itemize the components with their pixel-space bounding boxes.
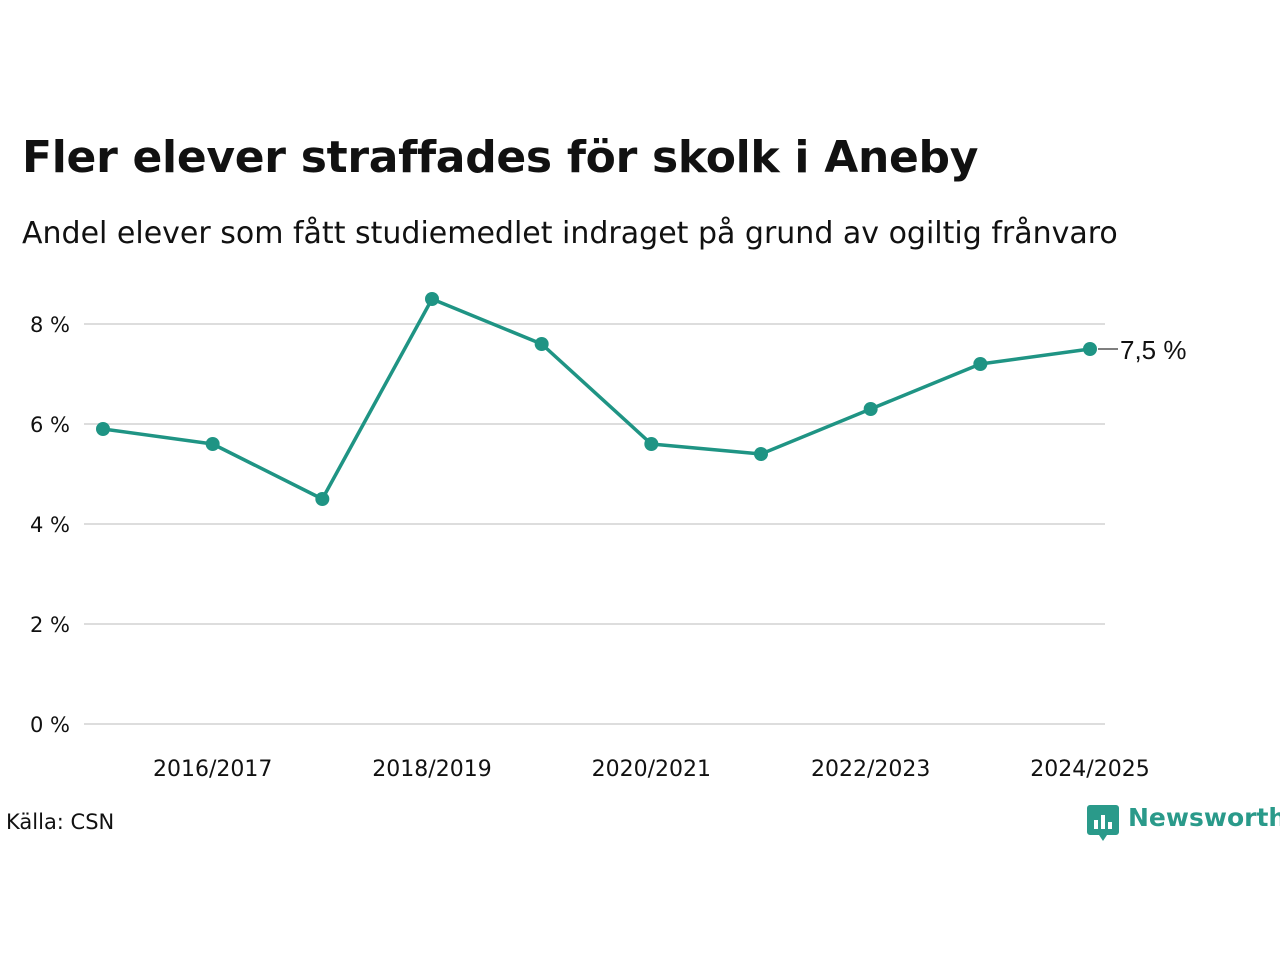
end-label-layer: 7,5 %: [1098, 335, 1187, 365]
data-point: [96, 422, 110, 436]
y-axis-tick-labels: 0 % 2 % 4 % 6 % 8 %: [30, 313, 70, 737]
x-tick-label: 2022/2023: [811, 757, 930, 782]
end-value-label: 7,5 %: [1120, 335, 1187, 365]
series-points: [96, 292, 1097, 506]
data-point: [205, 437, 220, 451]
series-line-layer: [102, 297, 1091, 501]
data-point: [534, 337, 549, 351]
x-tick-label: 2020/2021: [592, 757, 711, 782]
data-point: [315, 492, 330, 506]
data-point: [644, 437, 659, 451]
chart-title: Fler elever straffades för skolk i Aneby: [22, 132, 979, 183]
data-point: [425, 292, 439, 306]
x-tick-label: 2024/2025: [1030, 757, 1149, 782]
y-tick-label: 6 %: [30, 413, 70, 437]
x-axis-tick-labels: 2016/2017 2018/2019 2020/2021 2022/2023 2024…: [153, 757, 1150, 782]
chart-subtitle: Andel elever som fått studiemedlet indra…: [22, 216, 1118, 251]
source-note: Källa: CSN: [6, 810, 115, 834]
brand-name: Newsworthy: [1128, 803, 1280, 832]
data-point: [754, 447, 768, 461]
series-line: [102, 297, 1091, 501]
x-tick-label: 2016/2017: [153, 757, 272, 782]
data-point: [1083, 342, 1097, 356]
newsworthy-logo-icon: [1087, 805, 1119, 841]
y-tick-label: 8 %: [30, 313, 70, 337]
data-point: [863, 402, 878, 416]
y-tick-label: 2 %: [30, 613, 70, 637]
y-tick-label: 4 %: [30, 513, 70, 537]
x-tick-label: 2018/2019: [372, 757, 491, 782]
gridlines: [84, 323, 1105, 725]
data-point: [973, 357, 988, 371]
y-tick-label: 0 %: [30, 713, 70, 737]
line-chart: 0 % 2 % 4 % 6 % 8 % 2016/2017 2018/2019 2020/2…: [30, 292, 1187, 782]
